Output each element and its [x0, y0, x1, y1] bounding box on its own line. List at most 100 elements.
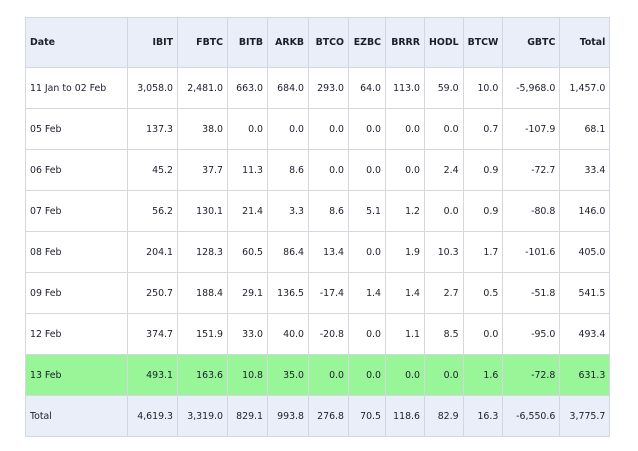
total-cell: 993.8 — [267, 395, 309, 437]
table-row: 13 Feb 493.1 163.6 10.8 35.0 0.0 0.0 0.0 0.0 1.6-… — [25, 354, 611, 396]
total-cell: 276.8 — [308, 395, 349, 437]
column-header: BRRR — [385, 17, 425, 68]
column-header: HODL — [424, 17, 464, 68]
header-row: Date IBIT FBTC BITB ARKB BTCO EZBC BRRR … — [25, 17, 611, 68]
table-cell: -5,968.0 — [502, 67, 561, 109]
table-cell: 37.7 — [177, 149, 228, 191]
table-cell: 136.5 — [267, 272, 309, 314]
column-header: BTCW — [462, 17, 504, 68]
table-cell: 374.7 — [127, 313, 178, 355]
total-cell: 118.6 — [385, 395, 425, 437]
table-cell: 0.0 — [385, 354, 425, 396]
table-cell: 0.0 — [348, 354, 386, 396]
table-cell: -101.6 — [502, 231, 561, 273]
table-cell: 405.0 — [559, 231, 611, 273]
column-header: BITB — [227, 17, 268, 68]
table-cell: 13.4 — [308, 231, 349, 273]
table-cell: 130.1 — [177, 190, 228, 232]
column-header: IBIT — [127, 17, 178, 68]
total-cell: 829.1 — [227, 395, 268, 437]
totals-label: Total — [25, 395, 128, 437]
table-cell: 40.0 — [267, 313, 309, 355]
column-header: EZBC — [348, 17, 386, 68]
row-date-cell: 06 Feb — [25, 149, 128, 191]
table-cell: -72.8 — [502, 354, 561, 396]
table-cell: 0.9 — [462, 149, 504, 191]
table-row: 12 Feb 374.7 151.9 33.0 40.0 -20.8 0.0 1.1 8.5 0.… — [25, 313, 611, 355]
table-cell: 0.0 — [348, 313, 386, 355]
table-cell: -80.8 — [502, 190, 561, 232]
table-cell: 8.6 — [267, 149, 309, 191]
table-cell: -95.0 — [502, 313, 561, 355]
table-cell: 1.9 — [385, 231, 425, 273]
table-cell: 188.4 — [177, 272, 228, 314]
table-cell: 1.4 — [348, 272, 386, 314]
table-cell: 29.1 — [227, 272, 268, 314]
column-header: FBTC — [177, 17, 228, 68]
table-cell: 128.3 — [177, 231, 228, 273]
table-cell: 0.0 — [348, 108, 386, 150]
table-cell: 86.4 — [267, 231, 309, 273]
table-cell: 38.0 — [177, 108, 228, 150]
etf-flows-table: Date IBIT FBTC BITB ARKB BTCO EZBC BRRR … — [25, 17, 611, 437]
table-row: 05 Feb 137.3 38.0 0.0 0.0 0.0 0.0 0.0 0.0 0.7 -107… — [25, 108, 611, 150]
table-cell: 493.4 — [559, 313, 611, 355]
table-cell: 8.5 — [424, 313, 464, 355]
table-cell: -107.9 — [502, 108, 561, 150]
total-cell: 3,775.7 — [559, 395, 611, 437]
table-cell: 1.4 — [385, 272, 425, 314]
table-cell: 2,481.0 — [177, 67, 228, 109]
table-cell: 493.1 — [127, 354, 178, 396]
table-cell: 663.0 — [227, 67, 268, 109]
table-cell: 3.3 — [267, 190, 309, 232]
table-cell: 1.2 — [385, 190, 425, 232]
table-cell: 60.5 — [227, 231, 268, 273]
table-cell: 3,058.0 — [127, 67, 178, 109]
table-cell: 0.0 — [308, 108, 349, 150]
table-cell: 0.0 — [385, 149, 425, 191]
column-header: Total — [559, 17, 611, 68]
table-cell: 250.7 — [127, 272, 178, 314]
table-cell: -17.4 — [308, 272, 349, 314]
table-cell: 151.9 — [177, 313, 228, 355]
table-row: 06 Feb 45.2 37.7 11.3 8.6 0.0 0.0 0.0 2.4 0.9 -72.… — [25, 149, 611, 191]
table-cell: 59.0 — [424, 67, 464, 109]
total-cell: 16.3 — [462, 395, 504, 437]
table-cell: 0.0 — [424, 190, 464, 232]
table-cell: 2.7 — [424, 272, 464, 314]
column-header: Date — [25, 17, 128, 68]
table-cell: 146.0 — [559, 190, 611, 232]
table-cell: 0.7 — [462, 108, 504, 150]
table-cell: 64.0 — [348, 67, 386, 109]
table-row: 11 Jan to 02 Feb 3,058.0 2,481.0 663.0 684.0… — [25, 67, 611, 109]
table-cell: 684.0 — [267, 67, 309, 109]
table-cell: 0.0 — [267, 108, 309, 150]
table-cell: 2.4 — [424, 149, 464, 191]
table-body: 11 Jan to 02 Feb 3,058.0 2,481.0 663.0 684.0… — [25, 67, 611, 437]
table-cell: 35.0 — [267, 354, 309, 396]
table-cell: -20.8 — [308, 313, 349, 355]
totals-row: Total 4,619.3 3,319.0 829.1 993.8 276.8 70.5 11… — [25, 395, 611, 437]
table-cell: -72.7 — [502, 149, 561, 191]
row-date-cell: 08 Feb — [25, 231, 128, 273]
table-cell: 0.9 — [462, 190, 504, 232]
table-cell: 631.3 — [559, 354, 611, 396]
table-cell: 0.0 — [308, 149, 349, 191]
table-cell: 0.5 — [462, 272, 504, 314]
table-cell: 10.0 — [462, 67, 504, 109]
table-row: 09 Feb 250.7 188.4 29.1 136.5 -17.4 1.4 1.4 2.7 0… — [25, 272, 611, 314]
table-cell: 0.0 — [385, 108, 425, 150]
table-cell: 0.0 — [308, 354, 349, 396]
table-cell: 204.1 — [127, 231, 178, 273]
row-date-cell: 13 Feb — [25, 354, 128, 396]
table-cell: 293.0 — [308, 67, 349, 109]
table-cell: 10.8 — [227, 354, 268, 396]
table-cell: 33.4 — [559, 149, 611, 191]
table-cell: 137.3 — [127, 108, 178, 150]
table-cell: 541.5 — [559, 272, 611, 314]
table-cell: 1.1 — [385, 313, 425, 355]
table-cell: 163.6 — [177, 354, 228, 396]
table-cell: -51.8 — [502, 272, 561, 314]
row-date-cell: 11 Jan to 02 Feb — [25, 67, 128, 109]
table-cell: 56.2 — [127, 190, 178, 232]
